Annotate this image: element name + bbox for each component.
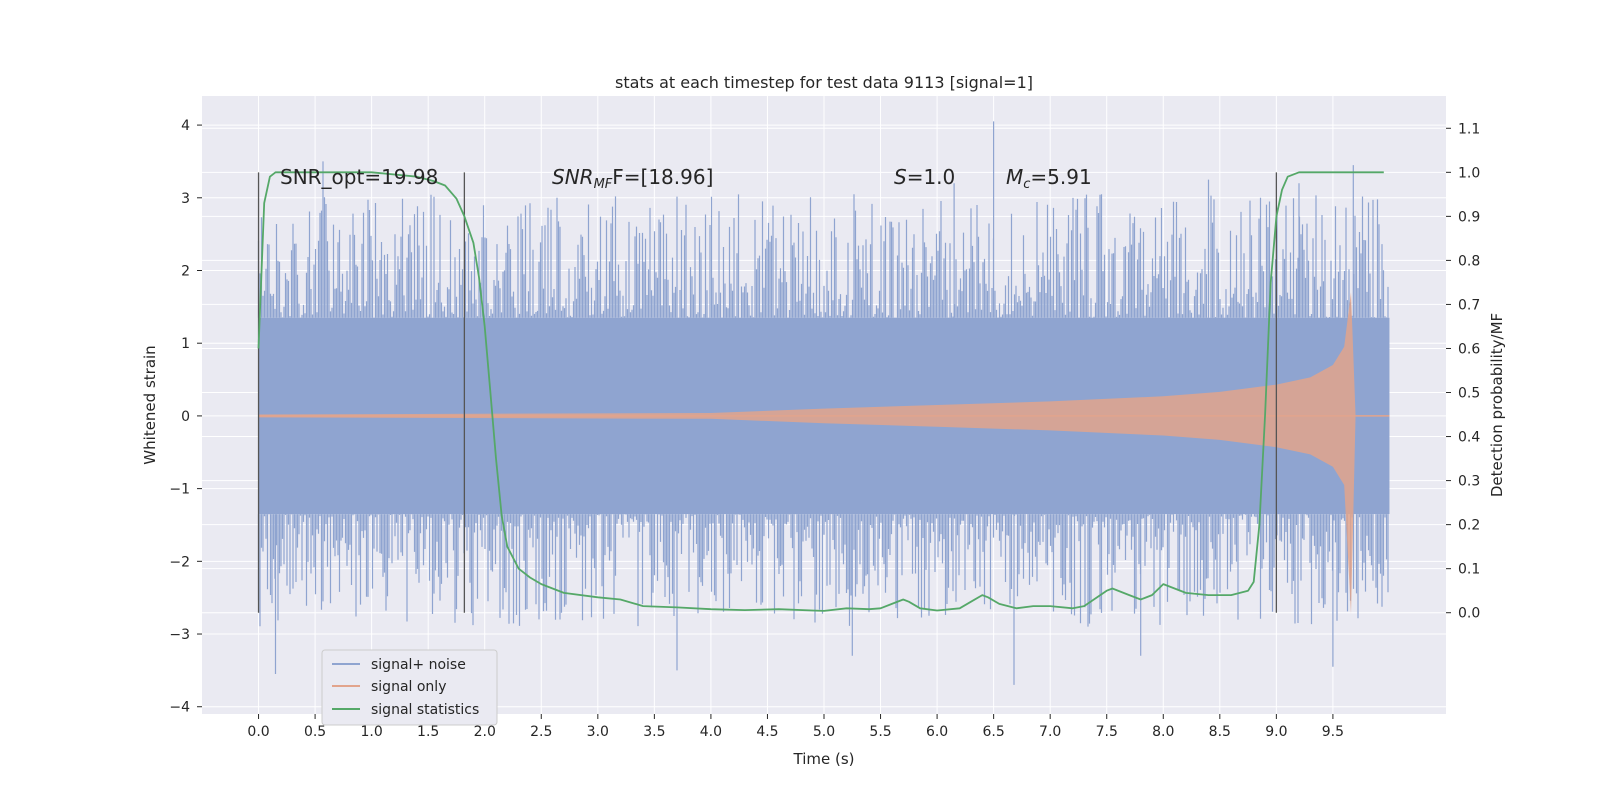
chart-title: stats at each timestep for test data 911… (615, 73, 1033, 92)
y-tick-label: −3 (169, 627, 190, 643)
y2-axis-label: Detection probability/MF (1488, 313, 1506, 497)
y2-tick-label: 0.1 (1458, 562, 1480, 578)
y2-tick-label: 0.2 (1458, 518, 1480, 534)
legend-label-signal-noise: signal+ noise (371, 657, 466, 673)
x-tick-label: 3.0 (587, 724, 609, 740)
y-tick-label: 3 (181, 191, 190, 207)
statistics-line (257, 171, 1384, 612)
x-tick-label: 5.5 (869, 724, 891, 740)
x-tick-label: 8.0 (1152, 724, 1174, 740)
x-tick-label: 6.5 (983, 724, 1005, 740)
x-tick-label: 8.5 (1209, 724, 1231, 740)
annotation-s-label: S (894, 165, 907, 189)
y-tick-label: −2 (169, 554, 190, 570)
series-signal-statistics (257, 171, 1384, 612)
y2-tick-label: 0.0 (1458, 606, 1480, 622)
y-axis-label: Whitened strain (141, 345, 159, 464)
x-tick-label: 7.0 (1039, 724, 1061, 740)
x-tick-label: 1.0 (361, 724, 383, 740)
y-tick-label: 1 (181, 336, 190, 352)
x-tick-label: 0.5 (304, 724, 326, 740)
y-tick-label: 4 (181, 118, 190, 134)
legend-label-signal-statistics: signal statistics (371, 702, 479, 718)
y-axis-ticks: 4 3 2 1 0 −1 −2 −3 −4 (169, 118, 202, 716)
x-tick-label: 2.0 (474, 724, 496, 740)
y2-axis-ticks: 1.1 1.0 0.9 0.8 0.7 0.6 0.5 0.4 0.3 0.2 0.1 0.0 (1446, 121, 1480, 622)
annotation-snr-opt: SNR_opt=19.98 (280, 165, 438, 189)
x-tick-label: 4.0 (700, 724, 722, 740)
y-tick-label: 0 (181, 409, 190, 425)
x-tick-label: 9.0 (1265, 724, 1287, 740)
annotation-s-tail: =1.0 (907, 165, 956, 189)
annotations: SNR_opt=19.98 SNRMFF=[18.96] S=1.0 Mc=5.… (280, 165, 1092, 192)
y2-tick-label: 0.8 (1458, 253, 1480, 269)
y2-tick-label: 1.0 (1458, 165, 1480, 181)
x-tick-label: 0.0 (247, 724, 269, 740)
vertical-markers (257, 172, 1278, 613)
y2-tick-label: 1.1 (1458, 121, 1480, 137)
y2-tick-label: 0.7 (1458, 297, 1480, 313)
y2-tick-label: 0.4 (1458, 430, 1480, 446)
y-tick-label: −1 (169, 482, 190, 498)
legend: signal+ noise signal only signal statist… (321, 649, 498, 726)
x-axis-ticks: 0.0 0.5 1.0 1.5 2.0 2.5 3.0 3.5 4.0 4.5 5.0 5.5 6.0 6… (247, 714, 1344, 740)
annotation-snr-mf: SNRMFF=[18.96] (552, 165, 713, 192)
x-axis-label: Time (s) (793, 750, 855, 768)
annotation-mc-label: M (1006, 165, 1023, 189)
legend-box (321, 649, 498, 726)
x-tick-label: 9.5 (1322, 724, 1344, 740)
annotation-snr-mf-label: SNR (552, 165, 594, 189)
legend-label-signal-only: signal only (371, 679, 446, 695)
y2-tick-label: 0.3 (1458, 474, 1480, 490)
annotation-s: S=1.0 (894, 165, 955, 189)
x-tick-label: 3.5 (643, 724, 665, 740)
x-tick-label: 1.5 (417, 724, 439, 740)
y-tick-label: 2 (181, 263, 190, 279)
annotation-mc: Mc=5.91 (1006, 165, 1092, 192)
y2-tick-label: 0.9 (1458, 209, 1480, 225)
x-tick-label: 6.0 (926, 724, 948, 740)
annotation-snr-mf-tail: F=[18.96] (612, 165, 713, 189)
x-tick-label: 5.0 (813, 724, 835, 740)
series-signal-only (258, 292, 1390, 614)
annotation-mc-sub: c (1023, 177, 1030, 192)
y2-tick-label: 0.6 (1458, 341, 1480, 357)
x-tick-label: 7.5 (1096, 724, 1118, 740)
y2-tick-label: 0.5 (1458, 386, 1480, 402)
annotation-snr-mf-sub: MF (594, 177, 613, 192)
annotation-mc-tail: =5.91 (1030, 165, 1091, 189)
x-tick-label: 2.5 (530, 724, 552, 740)
y-tick-label: −4 (169, 700, 190, 716)
x-tick-label: 4.5 (756, 724, 778, 740)
